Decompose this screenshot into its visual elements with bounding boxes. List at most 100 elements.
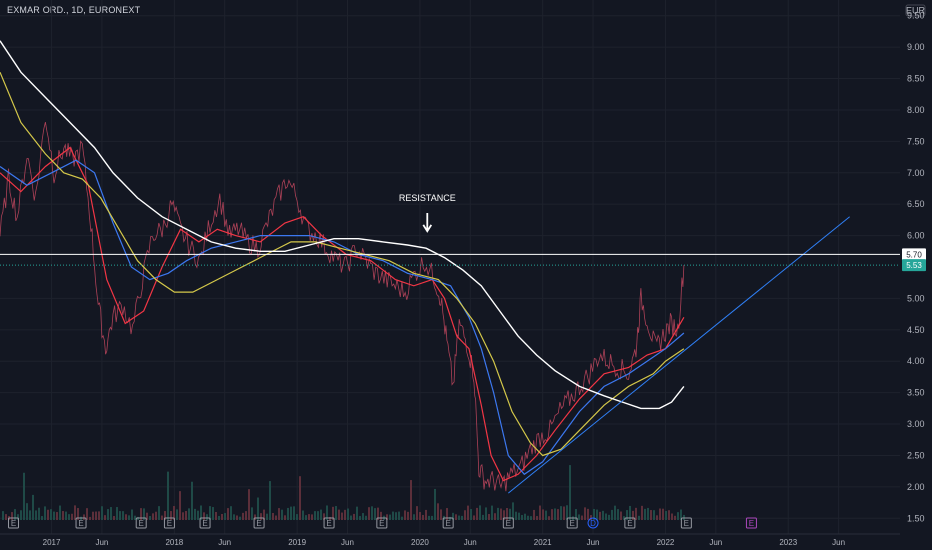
volume-bar [56,512,58,520]
volume-bar [209,506,211,520]
volume-bar [341,512,343,520]
event-marker-label: E [139,519,144,528]
currency-label[interactable]: EUR [906,6,926,16]
volume-bar [299,476,301,520]
volume-bar [221,513,223,520]
earnings-marker[interactable] [135,517,147,529]
volume-bar [548,516,550,520]
volume-bar [53,511,55,520]
volume-bar [392,511,394,520]
volume-bar [539,505,541,520]
volume-bar [293,506,295,520]
earnings-marker[interactable] [8,517,20,529]
volume-bar [11,512,13,520]
volume-bar [206,514,208,520]
volume-bar [314,511,316,520]
earnings-marker[interactable] [680,517,692,529]
volume-bar [455,514,457,520]
event-marker-label: E [627,519,632,528]
dividend-marker[interactable] [587,517,599,529]
volume-bar [212,507,214,520]
resistance-tag-label: 5.70 [906,250,922,259]
volume-bar [185,510,187,520]
volume-bar [92,511,94,520]
volume-bar [677,512,679,520]
volume-bar [386,514,388,520]
event-marker-label: E [569,519,574,528]
volume-bar [110,507,112,520]
x-tick-label: 2020 [411,538,429,547]
earnings-marker[interactable] [624,517,636,529]
volume-bar [524,513,526,520]
volume-bar [191,481,193,520]
sma-mid-line [0,159,685,476]
volume-bar [50,509,52,520]
volume-bar [71,513,73,520]
volume-bar [530,516,532,520]
volume-bar [173,506,175,520]
x-tick-label: Jun [341,538,354,547]
event-marker-label: D [590,519,596,528]
volume-bar [338,509,340,520]
volume-bar [125,514,127,520]
volume-bar [332,506,334,520]
earnings-marker[interactable] [163,517,175,529]
y-tick-label: 9.50 [907,11,925,21]
arrow-down-icon [422,212,433,233]
volume-bar [479,505,481,520]
y-tick-label: 9.00 [907,42,925,52]
volume-bar [452,512,454,520]
volume-bar [587,508,589,520]
earnings-marker[interactable] [199,517,211,529]
event-marker-label: E [202,519,207,528]
y-tick-label: 3.50 [907,388,925,398]
volume-bar [239,516,241,520]
volume-bar [290,506,292,520]
earnings-marker[interactable] [75,517,87,529]
volume-bar [182,512,184,520]
earnings-marker[interactable] [253,517,265,529]
resistance-tag [902,248,926,261]
volume-bar [632,510,634,520]
volume-bar [47,509,49,520]
earnings-marker[interactable] [323,517,335,529]
trendline[interactable] [508,216,850,494]
volume-bar [581,515,583,520]
y-tick-label: 3.00 [907,419,925,429]
volume-bar [194,508,196,520]
volume-bar [503,510,505,520]
earnings-marker[interactable] [566,517,578,529]
y-tick-label: 2.50 [907,450,925,460]
symbol-title: EXMAR ORD., 1D, EURONEXT [7,5,141,15]
volume-bar [248,489,250,520]
y-tick-label: 5.00 [907,293,925,303]
volume-bar [665,510,667,520]
sma-fast-line [0,146,685,482]
volume-bar [176,509,178,520]
volume-bar [506,507,508,520]
volume-bar [350,515,352,520]
volume-bar [593,508,595,520]
currency-box[interactable] [905,4,926,17]
volume-bar [608,514,610,520]
earnings-marker[interactable] [376,517,388,529]
volume-bar [155,511,157,520]
earnings-marker[interactable] [745,517,757,529]
earnings-marker[interactable] [442,517,454,529]
volume-bar [356,506,358,520]
volume-bar [272,512,274,520]
y-tick-label: 8.50 [907,74,925,84]
earnings-marker[interactable] [502,517,514,529]
y-tick-label: 6.00 [907,231,925,241]
volume-bar [347,508,349,520]
volume-bar [41,516,43,520]
x-tick-label: Jun [587,538,600,547]
volume-bar [164,511,166,520]
volume-bar [320,509,322,520]
volume-bar [116,507,118,520]
event-marker-label: E [167,519,172,528]
volume-bar [266,513,268,520]
volume-bar [107,509,109,520]
y-tick-label: 4.50 [907,325,925,335]
